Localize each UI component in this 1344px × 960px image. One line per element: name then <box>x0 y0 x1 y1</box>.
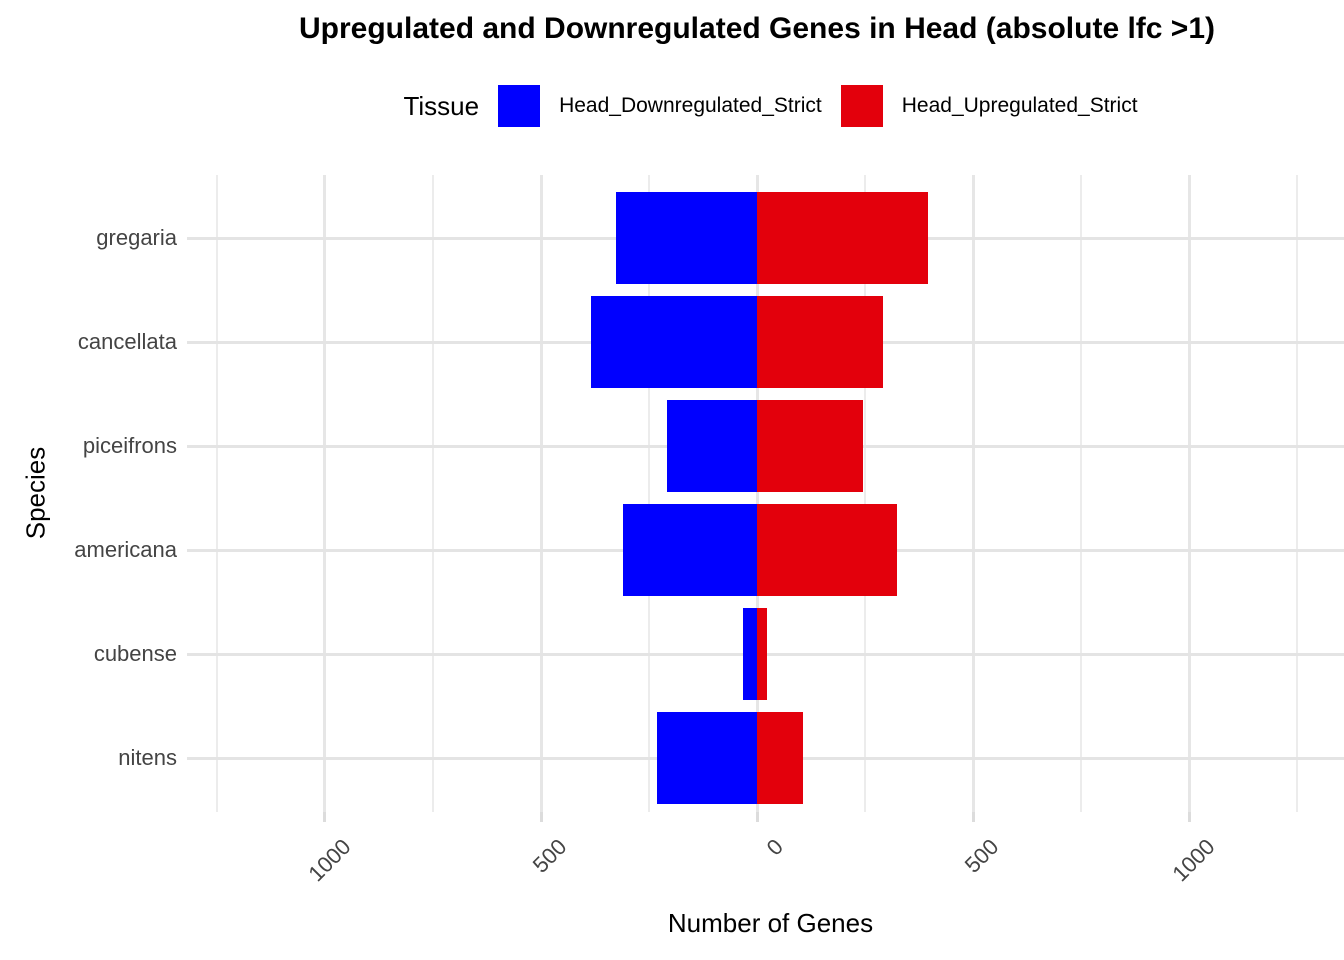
bar-nitens-downregulated <box>657 712 758 804</box>
legend-title: Tissue <box>403 90 480 121</box>
x-axis-tick <box>971 812 975 822</box>
x-axis-tick-label: 500 <box>528 834 572 878</box>
x-axis-tick <box>539 812 543 822</box>
bar-cubense-downregulated <box>743 608 758 700</box>
bar-americana-downregulated <box>623 504 758 596</box>
gridline-vertical-minor <box>215 175 218 812</box>
legend-label-upregulated: Head_Upregulated_Strict <box>901 94 1138 117</box>
bar-nitens-upregulated <box>757 712 803 804</box>
gridline-vertical-minor <box>648 175 651 812</box>
bar-cancellata-downregulated <box>591 296 758 388</box>
legend-key-downregulated-swatch <box>498 85 541 127</box>
x-axis-tick <box>755 812 759 822</box>
bar-cubense-upregulated <box>757 608 768 700</box>
y-axis-title: Species <box>20 446 51 540</box>
y-axis-label-gregaria: gregaria <box>96 225 177 250</box>
gridline-vertical-major <box>971 175 975 812</box>
bar-piceifrons-upregulated <box>757 400 863 492</box>
legend-key-upregulated-swatch <box>840 85 883 127</box>
y-axis-label-nitens: nitens <box>118 745 177 770</box>
x-axis-tick <box>323 812 327 822</box>
x-axis-tick-label: 1000 <box>1167 834 1220 887</box>
y-axis-label-cubense: cubense <box>93 641 177 666</box>
gridline-vertical-major <box>323 175 327 812</box>
y-axis-label-piceifrons: piceifrons <box>82 433 177 458</box>
x-axis-title: Number of Genes <box>667 908 874 938</box>
x-axis-tick-label: 1000 <box>303 834 356 887</box>
gridline-vertical-major <box>755 175 759 812</box>
y-axis-label-cancellata: cancellata <box>77 329 177 354</box>
x-axis-tick-label: 0 <box>761 834 788 861</box>
gridline-vertical-major <box>1187 175 1191 812</box>
y-axis-label-americana: americana <box>74 537 177 562</box>
legend: Tissue Head_Downregulated_Strict Head_Up… <box>197 83 1344 129</box>
bar-gregaria-downregulated <box>616 192 758 284</box>
gridline-vertical-minor <box>1296 175 1299 812</box>
bar-americana-upregulated <box>757 504 898 596</box>
chart-title: Upregulated and Downregulated Genes in H… <box>299 12 1215 45</box>
bar-gregaria-upregulated <box>757 192 929 284</box>
bar-cancellata-upregulated <box>757 296 884 388</box>
bar-piceifrons-downregulated <box>667 400 758 492</box>
gridline-vertical-minor <box>431 175 434 812</box>
gridline-vertical-major <box>539 175 543 812</box>
legend-label-downregulated: Head_Downregulated_Strict <box>559 94 822 117</box>
gridline-vertical-minor <box>864 175 867 812</box>
plot-panel <box>187 175 1344 822</box>
x-axis-tick <box>1187 812 1191 822</box>
gridline-vertical-minor <box>1080 175 1083 812</box>
x-axis-tick-label: 500 <box>960 834 1004 878</box>
